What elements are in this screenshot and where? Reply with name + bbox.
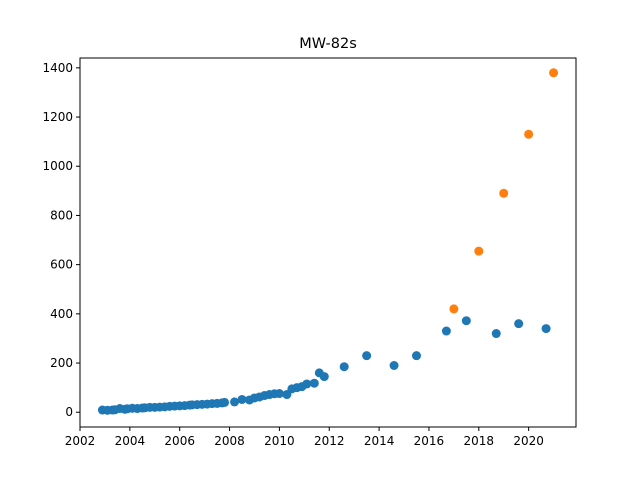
x-axis: 2002 2004 2006 2008 2010 2012 2014 2016 2018 2020 [65,427,544,448]
data-point-series-1 [491,329,501,339]
data-point-series-1 [302,379,312,389]
y-tick-label: 600 [50,258,73,272]
y-tick-label: 1200 [42,110,73,124]
x-tick-label: 2010 [264,434,295,448]
data-point-series-1 [237,394,247,404]
data-point-series-1 [541,324,551,334]
data-point-series-1 [220,397,230,407]
data-point-series-1 [362,351,372,361]
data-point-series-2 [499,188,509,198]
chart-title: MW-82s [299,36,357,52]
y-tick-label: 200 [50,356,73,370]
x-tick-label: 2020 [513,434,544,448]
y-tick-label: 1400 [42,61,73,75]
x-tick-label: 2014 [364,434,395,448]
data-point-series-1 [309,378,319,388]
y-axis: 0 200 400 600 800 1000 1200 1400 [42,61,80,419]
data-point-series-2 [524,129,534,139]
x-tick-label: 2004 [115,434,146,448]
y-tick-label: 400 [50,307,73,321]
data-point-series-1 [514,319,524,329]
y-tick-label: 1000 [42,159,73,173]
data-point-series-1 [230,397,240,407]
x-tick-label: 2016 [414,434,445,448]
data-point-series-2 [474,246,484,256]
data-point-series-1 [339,362,349,372]
y-tick-label: 800 [50,208,73,222]
data-point-series-1 [319,372,329,382]
data-points [97,68,559,415]
data-point-series-1 [441,326,451,336]
data-point-series-2 [549,68,559,78]
x-tick-label: 2002 [65,434,96,448]
data-point-series-1 [389,361,399,370]
data-point-series-1 [411,351,421,361]
x-tick-label: 2018 [464,434,495,448]
x-tick-label: 2012 [314,434,345,448]
data-point-series-2 [449,304,459,314]
data-point-series-1 [274,389,284,399]
x-tick-label: 2006 [164,434,195,448]
x-tick-label: 2008 [214,434,245,448]
data-point-series-1 [461,316,471,326]
y-tick-label: 0 [65,405,73,419]
plot-area-frame [79,57,577,428]
